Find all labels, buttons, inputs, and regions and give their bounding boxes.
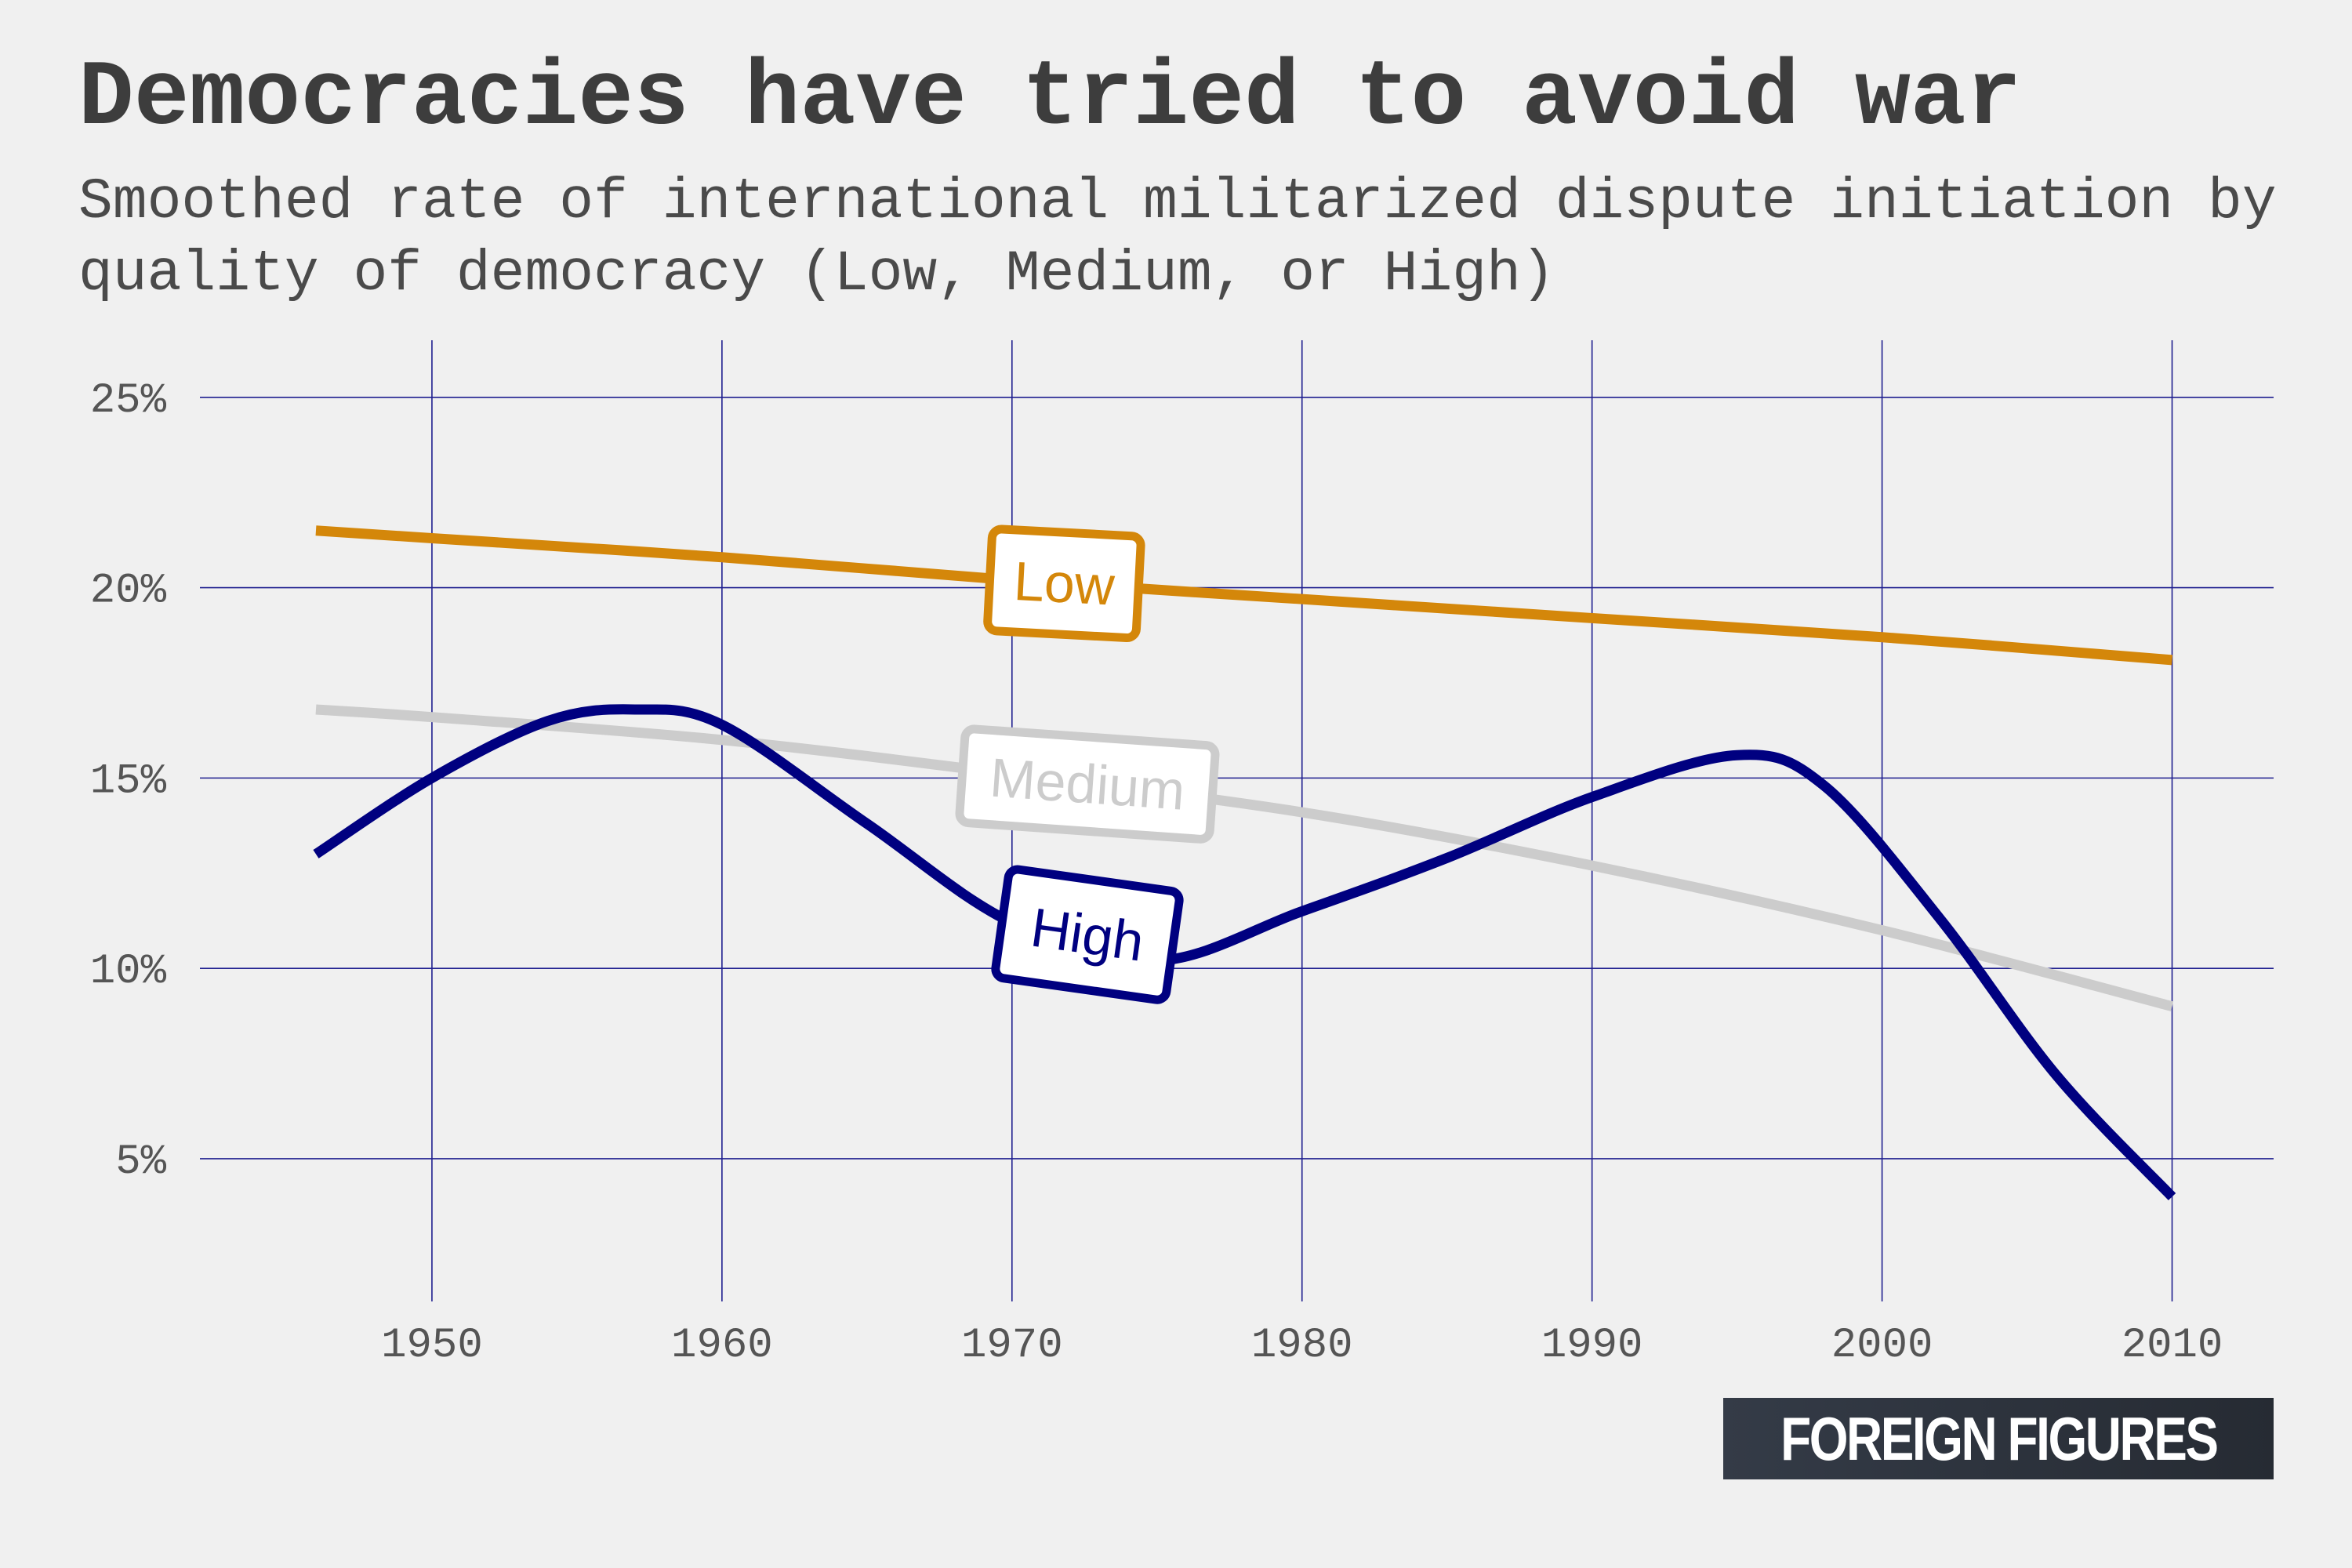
series-label-box: [983, 524, 1145, 643]
chart-subtitle: Smoothed rate of international militariz…: [78, 169, 2277, 307]
x-tick-label: 1970: [961, 1322, 1063, 1370]
series-label-medium: Medium: [955, 724, 1220, 844]
grid-layer: [200, 340, 2274, 1301]
brand-logo: FOREIGN FIGURES: [1723, 1398, 2274, 1479]
x-tick-label: 1990: [1541, 1322, 1643, 1370]
y-tick-label: 25%: [90, 377, 167, 425]
brand-logo-text: FOREIGN FIGURES: [1780, 1403, 2219, 1473]
x-tick-label: 2000: [1831, 1322, 1933, 1370]
chart-title: Democracies have tried to avoid war: [78, 47, 2022, 151]
series-line-low: [315, 525, 2173, 666]
y-tick-label: 5%: [115, 1138, 166, 1186]
y-tick-label: 20%: [90, 568, 167, 615]
x-axis-ticks: 1950 1960 1970 1980 1990 2000 2010: [381, 1322, 2223, 1370]
series-layer: [313, 525, 2176, 1200]
x-tick-label: 1960: [671, 1322, 773, 1370]
series-label-text: Medium: [988, 747, 1187, 822]
x-tick-label: 1980: [1251, 1322, 1353, 1370]
series-label-box: [955, 724, 1220, 844]
y-axis-ticks: 5% 10% 15% 20% 25%: [90, 377, 167, 1186]
series-line-high: [313, 704, 2176, 1200]
series-label-low: Low: [983, 524, 1145, 643]
series-label-box: [991, 865, 1184, 1004]
series-label-text: Low: [1012, 550, 1116, 617]
y-tick-label: 10%: [90, 948, 167, 996]
series-labels: Low Medium High: [955, 524, 1220, 1004]
series-label-high: High: [991, 865, 1184, 1004]
y-tick-label: 15%: [90, 757, 167, 805]
x-tick-label: 1950: [381, 1322, 483, 1370]
x-tick-label: 2010: [2122, 1322, 2223, 1370]
